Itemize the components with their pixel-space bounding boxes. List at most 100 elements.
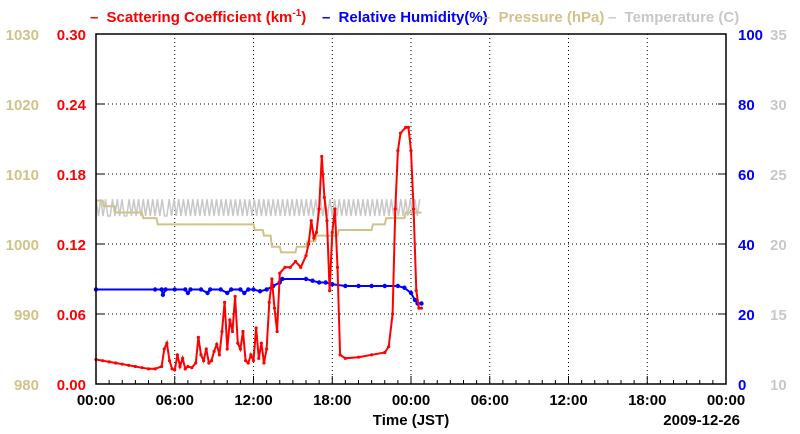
scattering-coefficient-point (406, 125, 410, 129)
scattering-coefficient-point (170, 367, 174, 371)
relative-humidity-point (228, 287, 234, 292)
relative-humidity-point (242, 290, 247, 296)
scattering-coefficient-point (259, 341, 263, 345)
scattering-coefficient-point (409, 149, 413, 153)
scattering-coefficient-point (209, 359, 214, 363)
scattering-coefficient-point (267, 300, 271, 304)
relative-humidity-point (159, 287, 164, 292)
scattering-coefficient-point (304, 254, 308, 258)
scattering-coefficient-point (215, 342, 219, 346)
scattering-coefficient-point (127, 363, 131, 367)
x-tick-label: 18:00 (628, 392, 666, 409)
scattering-coefficient-point (265, 347, 269, 351)
relative-humidity-point (257, 289, 263, 294)
relative-humidity-point (330, 282, 335, 287)
scattering-coefficient-point (175, 353, 179, 357)
temperature-axis-tick-label: 25 (770, 167, 787, 184)
pressure-axis-tick-label: 990 (14, 307, 39, 324)
scattering-coefficient-point (370, 353, 374, 357)
scattering-coefficient-point (225, 347, 229, 351)
scattering-coefficient-point (307, 242, 311, 246)
relative-humidity-point (419, 301, 424, 306)
humidity-axis-tick-label: 60 (738, 167, 755, 184)
scattering-coefficient-point (338, 353, 342, 357)
relative-humidity-point (316, 280, 322, 285)
temperature-axis-tick-label: 20 (770, 237, 787, 254)
relative-humidity-point (310, 278, 315, 283)
scattering-coefficient-point (391, 312, 395, 316)
scattering-coefficient-point (414, 289, 418, 293)
scattering-coefficient-point (165, 341, 169, 345)
relative-humidity-point (160, 292, 166, 297)
scattering-coefficient-point (236, 341, 240, 345)
legend-scattering: – Scattering Coefficient (km-1) (90, 8, 306, 26)
scattering-coefficient-point (202, 359, 206, 363)
date-label: 2009-12-26 (663, 412, 740, 429)
pressure-axis-tick-label: 1000 (6, 237, 39, 254)
scattering-coefficient-point (204, 347, 208, 351)
scattering-coefficient-point (140, 366, 144, 370)
legend-pressure-label: Pressure (hPa) (499, 9, 605, 26)
humidity-axis-tick-label: 40 (738, 237, 755, 254)
scattering-coefficient-point (272, 306, 277, 310)
scattering-coefficient-point (244, 359, 248, 363)
scattering-coefficient-line (95, 126, 422, 372)
scattering-coefficient-point (199, 353, 203, 357)
legend-scattering-label: Scattering Coefficient (km (107, 9, 293, 26)
scattering-coefficient-point (293, 259, 298, 264)
scattering-coefficient-point (387, 345, 391, 349)
scattering-coefficient-point (100, 359, 105, 363)
scattering-axis-tick-label: 0.06 (57, 307, 86, 324)
relative-humidity-point (323, 280, 328, 285)
relative-humidity-point (183, 287, 188, 292)
scattering-coefficient-point (278, 271, 282, 275)
relative-humidity-point (408, 290, 414, 296)
relative-humidity-point (264, 287, 269, 292)
scattering-coefficient-point (322, 195, 326, 199)
scattering-coefficient-point (178, 364, 182, 369)
relative-humidity-point (412, 297, 418, 303)
scattering-coefficient-point (223, 300, 227, 304)
scattering-coefficient-point (356, 355, 361, 359)
legend-pressure: – Pressure (hPa) (482, 9, 604, 26)
relative-humidity-point (238, 287, 243, 292)
relative-humidity-point (225, 290, 230, 296)
relative-humidity-point (303, 276, 309, 282)
scattering-coefficient-point (162, 347, 166, 351)
scattering-axis-tick-label: 0.30 (57, 27, 86, 44)
legend-humidity: – Relative Humidity(%) (322, 9, 488, 26)
temperature-axis-tick-label: 15 (770, 307, 787, 324)
humidity-axis-tick-label: 80 (738, 97, 755, 114)
pressure-line (96, 199, 422, 254)
scattering-coefficient-point (330, 230, 334, 234)
scattering-coefficient-point (238, 347, 242, 351)
scattering-coefficient-point (333, 207, 337, 211)
legend-humidity-label: Relative Humidity(%) (339, 9, 488, 26)
scattering-coefficient-point (404, 125, 408, 129)
axes-layer: 00:00 06:00 12:00 18:00 00:00 06:00 12:00 18:00… (6, 27, 787, 409)
scattering-coefficient-point (228, 318, 232, 322)
scattering-coefficient-point (335, 265, 340, 269)
legend-scattering-suffix: ) (301, 9, 306, 26)
x-tick-label: 18:00 (313, 392, 351, 409)
scattering-coefficient-point (220, 329, 224, 334)
relative-humidity-point (163, 287, 168, 292)
legend-temperature: – Temperature (C) (608, 9, 739, 26)
legend-scattering-superscript: -1 (292, 8, 301, 19)
legend-humidity-dash: – (322, 9, 330, 26)
scattering-coefficient-point (181, 356, 185, 360)
scattering-coefficient-point (383, 350, 387, 355)
scattering-coefficient-point (270, 277, 274, 281)
scattering-coefficient-point (328, 289, 332, 293)
temperature-axis-tick-label: 35 (770, 27, 787, 44)
relative-humidity-point (188, 287, 193, 292)
scattering-coefficient-point (419, 306, 424, 310)
relative-humidity-point (207, 287, 213, 292)
legend-temperature-dash: – (608, 9, 616, 26)
legend-pressure-dash: – (482, 9, 490, 26)
scattering-coefficient-point (146, 367, 151, 371)
scattering-coefficient-point (230, 329, 235, 334)
temperature-axis-tick-label: 30 (770, 97, 787, 114)
humidity-axis-tick-label: 0 (738, 377, 746, 394)
scattering-coefficient-point (317, 207, 321, 211)
